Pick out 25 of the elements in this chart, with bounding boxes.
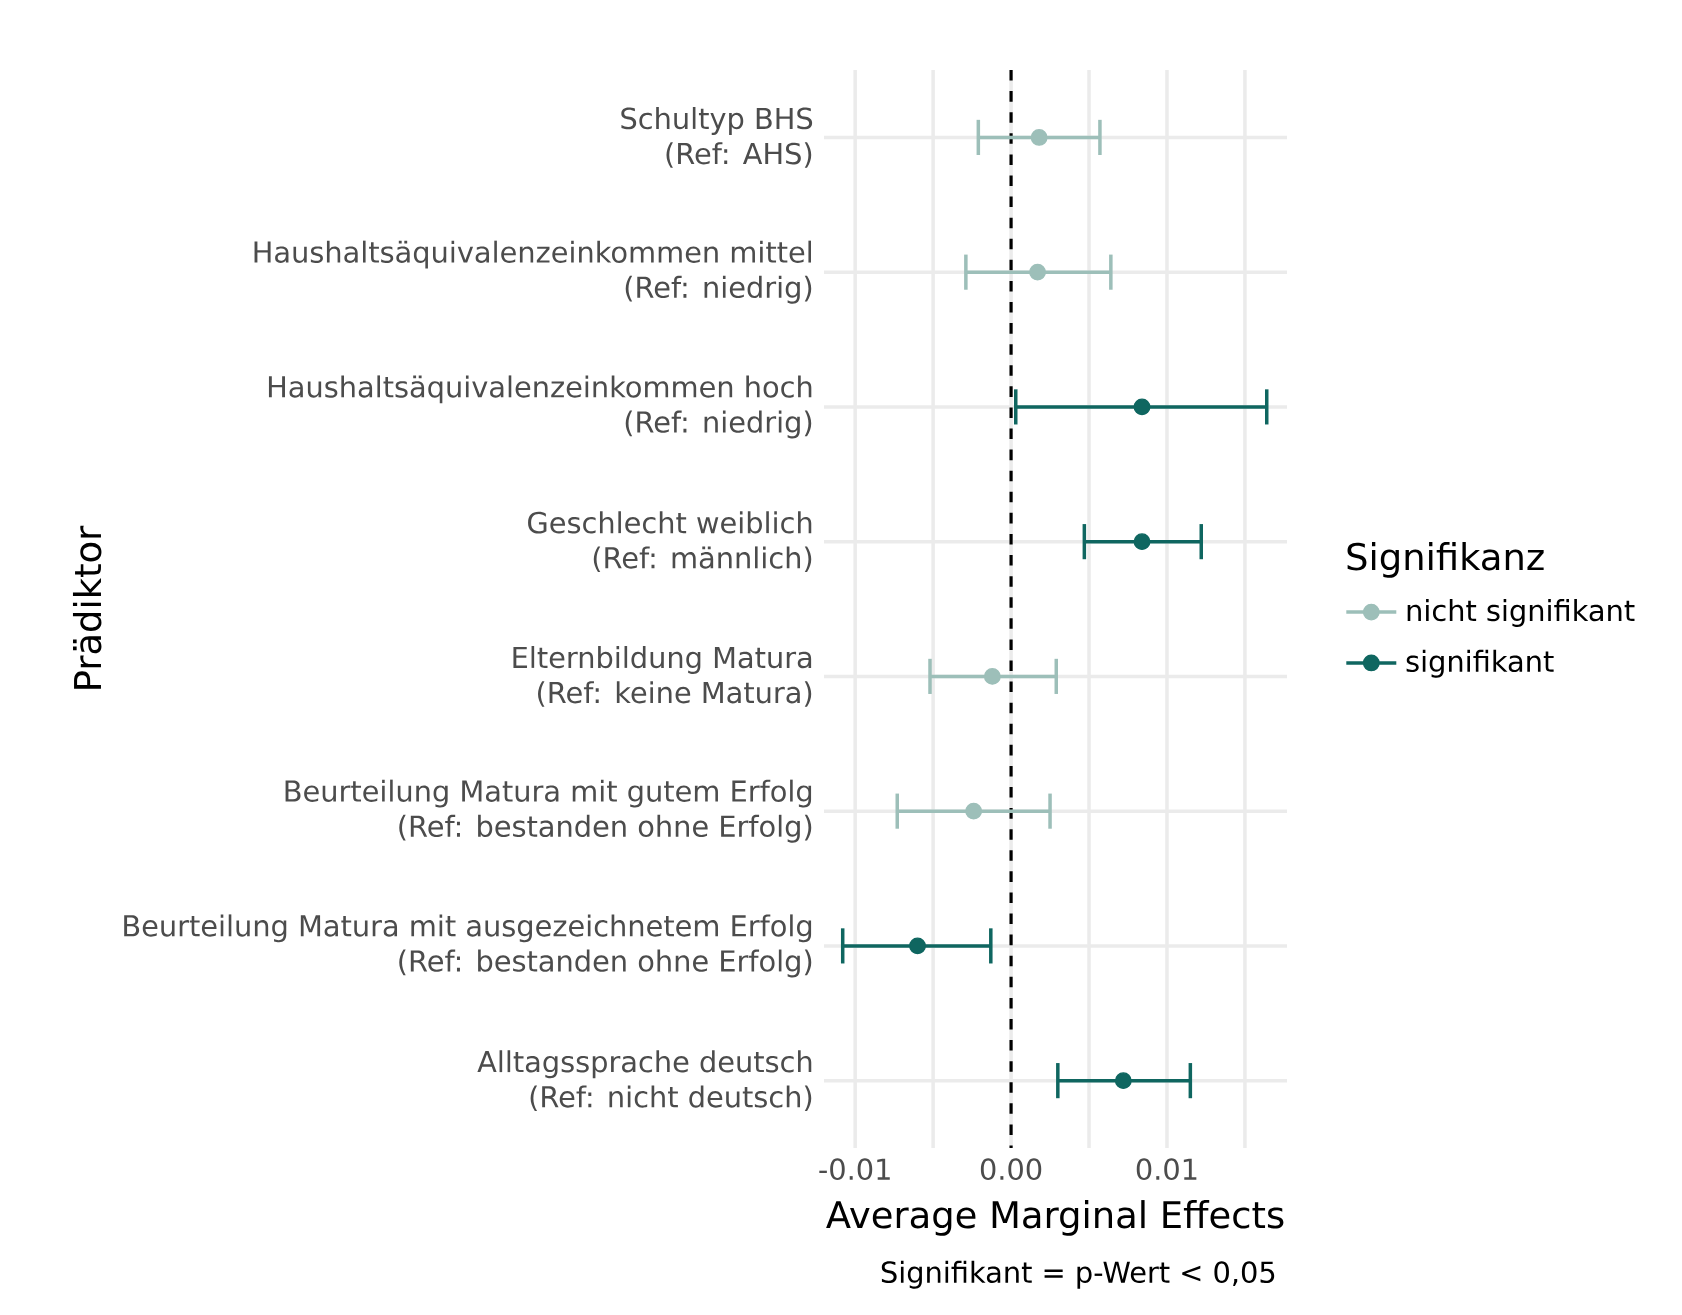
x-axis-title: Average Marginal Effects bbox=[826, 1200, 1284, 1236]
x-tick-label: 0.00 bbox=[980, 1158, 1042, 1181]
y-tick-label: Haushaltsäquivalenzeinkommen hoch (Ref: niedrig) bbox=[268, 375, 812, 439]
text: Signifikant = p-Wert < 0,05 bbox=[881, 1260, 1275, 1289]
point bbox=[1114, 1072, 1132, 1090]
point bbox=[1133, 533, 1151, 551]
point bbox=[1133, 398, 1151, 416]
x-tick-label: -0.01 bbox=[819, 1158, 890, 1181]
y-tick-label: Elternbildung Matura (Ref: keine Matura) bbox=[513, 646, 812, 707]
x-tick-label: 0.01 bbox=[1136, 1158, 1197, 1181]
point bbox=[909, 937, 926, 955]
y-axis-title: Prädiktor bbox=[72, 525, 102, 689]
legend-label: nicht signifikant bbox=[1407, 599, 1635, 627]
y-tick-label: Alltagssprache deutsch (Ref: nicht deutsch) bbox=[477, 1050, 812, 1112]
point bbox=[1029, 263, 1047, 281]
y-tick-label: Haushaltsäquivalenzeinkommen mittel (Ref: niedrig) bbox=[254, 240, 812, 304]
y-tick-label: Geschlecht weiblich (Ref: männlich) bbox=[528, 511, 812, 573]
point bbox=[1030, 128, 1048, 146]
y-tick-label: Beurteilung Matura mit ausgezeichnetem Erfolg (Ref: bestanden ohne Erfolg) bbox=[124, 914, 812, 978]
point bbox=[965, 802, 983, 820]
y-tick-label: Schultyp BHS (Ref: AHS) bbox=[621, 107, 813, 168]
point bbox=[983, 667, 1001, 685]
legend-label: signifikant bbox=[1406, 649, 1554, 678]
legend-title: Signifikanz bbox=[1347, 542, 1544, 578]
y-tick-label: Beurteilung Matura mit gutem Erfolg (Ref: bestanden ohne Erfolg) bbox=[285, 779, 812, 843]
